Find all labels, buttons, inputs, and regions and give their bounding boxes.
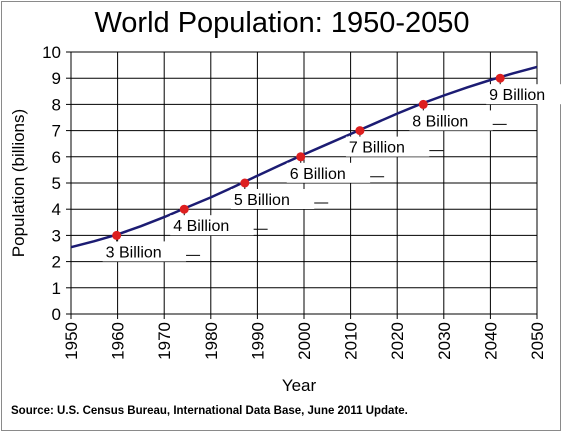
marker-layer	[112, 73, 505, 240]
milestone-label-box	[102, 241, 187, 262]
x-tick-label: 1960	[109, 322, 128, 360]
milestone-label: 9 Billion	[489, 87, 545, 104]
y-tick-label: 3	[52, 226, 61, 245]
milestone-label-box	[170, 215, 254, 236]
x-tick-label: 2050	[528, 322, 547, 360]
y-tick-label: 10	[42, 43, 61, 62]
y-tick-label: 1	[52, 279, 61, 298]
y-tick-label: 6	[52, 148, 61, 167]
milestone-marker	[240, 178, 250, 188]
y-tick-label: 7	[52, 122, 61, 141]
milestone-annotation: 7 Billion	[345, 130, 444, 157]
chart-title: World Population: 1950-2050	[94, 7, 470, 39]
milestone-marker	[495, 73, 505, 83]
milestone-label: 8 Billion	[412, 113, 468, 130]
milestone-marker	[112, 230, 122, 240]
x-tick-label: 2010	[342, 322, 361, 360]
milestone-label: 7 Billion	[349, 140, 405, 157]
milestone-label-box	[345, 136, 430, 157]
y-tick-label: 8	[52, 95, 61, 114]
milestone-annotation: 5 Billion	[230, 183, 329, 209]
milestone-annotation: 3 Billion	[102, 235, 201, 262]
y-tick-label: 4	[52, 200, 61, 219]
grid-layer	[71, 52, 537, 314]
milestone-label-box	[286, 162, 371, 183]
milestone-label: 3 Billion	[106, 244, 162, 261]
x-tick-label: 1980	[202, 322, 221, 360]
milestone-annotation: 6 Billion	[286, 156, 385, 183]
axis-layer: 0 1 2 3 4 5 6 7 8 9 10 1950 1960 1970 1980 1990 2000 2010…	[42, 43, 547, 360]
milestone-label: 5 Billion	[234, 192, 290, 209]
milestone-label-box	[230, 189, 315, 209]
milestone-marker	[418, 99, 428, 109]
milestone-annotation: 8 Billion	[409, 104, 507, 131]
x-tick-label: 2020	[388, 322, 407, 360]
milestone-marker	[296, 152, 306, 162]
milestone-marker	[355, 126, 365, 136]
source-note: Source: U.S. Census Bureau, Internationa…	[11, 405, 408, 417]
x-tick-label: 2000	[295, 322, 314, 360]
y-tick-label: 9	[52, 69, 61, 88]
x-tick-label: 2030	[435, 322, 454, 360]
milestone-label-box	[486, 84, 564, 105]
y-tick-label: 5	[52, 174, 61, 193]
x-tick-label: 1990	[248, 322, 267, 360]
x-tick-label: 1950	[62, 322, 81, 360]
milestone-annotation: 9 Billion	[486, 78, 564, 105]
milestone-label: 4 Billion	[173, 218, 229, 235]
x-tick-label: 1970	[155, 322, 174, 360]
milestone-label: 6 Billion	[290, 166, 346, 183]
x-tick-label: 2040	[481, 322, 500, 360]
milestone-marker	[179, 204, 189, 214]
x-axis-title: Year	[282, 376, 317, 395]
milestone-label-box	[409, 110, 493, 131]
y-tick-label: 2	[52, 253, 61, 272]
y-axis-title: Population (billions)	[9, 109, 28, 257]
milestone-annotation: 4 Billion	[170, 209, 268, 236]
y-tick-label: 0	[52, 305, 61, 324]
